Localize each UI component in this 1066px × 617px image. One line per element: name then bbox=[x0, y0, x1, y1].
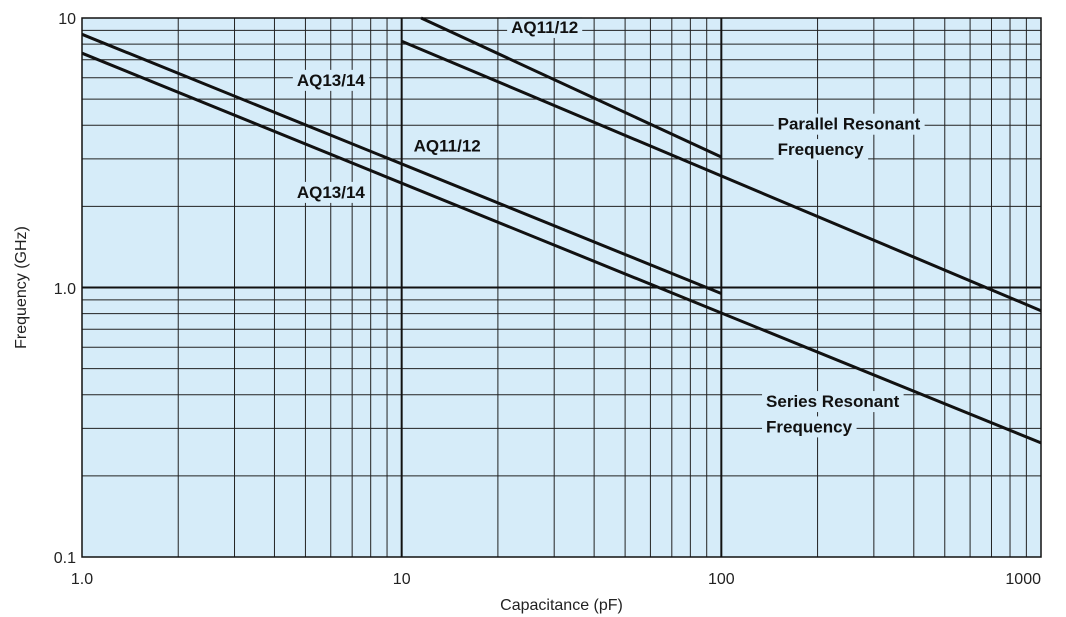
annotation-background bbox=[773, 139, 869, 161]
x-tick-label: 100 bbox=[708, 571, 735, 588]
y-tick-label: 0.1 bbox=[54, 550, 76, 567]
series-line bbox=[81, 51, 1042, 445]
annotation-label: AQ13/14 bbox=[297, 183, 366, 202]
x-tick-label: 10 bbox=[393, 571, 411, 588]
annotation-background bbox=[762, 391, 904, 413]
annotation-background bbox=[762, 416, 857, 438]
annotation-background bbox=[292, 69, 370, 91]
annotation-background bbox=[292, 181, 370, 203]
annotation-label: AQ11/12 bbox=[414, 136, 481, 155]
annotation-background bbox=[409, 135, 485, 157]
annotation-label: AQ13/14 bbox=[297, 71, 366, 90]
y-tick-label: 1.0 bbox=[54, 281, 76, 298]
y-tick-label: 10 bbox=[58, 11, 76, 28]
series-line bbox=[81, 32, 722, 295]
series-line bbox=[401, 39, 1042, 313]
y-axis-title: Frequency (GHz) bbox=[13, 226, 30, 349]
annotation-background bbox=[773, 113, 925, 135]
annotation-label: Series Resonant bbox=[766, 392, 900, 411]
annotation-label: AQ11/12 bbox=[511, 18, 578, 37]
annotation-label: Frequency bbox=[766, 417, 853, 436]
x-tick-label: 1000 bbox=[1005, 571, 1041, 588]
series-line bbox=[420, 16, 722, 159]
annotation-background bbox=[507, 16, 583, 38]
annotation-label: Parallel Resonant bbox=[778, 115, 921, 134]
x-axis-title: Capacitance (pF) bbox=[500, 597, 623, 614]
x-tick-label: 1.0 bbox=[71, 571, 93, 588]
annotation-label: Frequency bbox=[778, 140, 865, 159]
plot-border bbox=[81, 17, 1042, 558]
